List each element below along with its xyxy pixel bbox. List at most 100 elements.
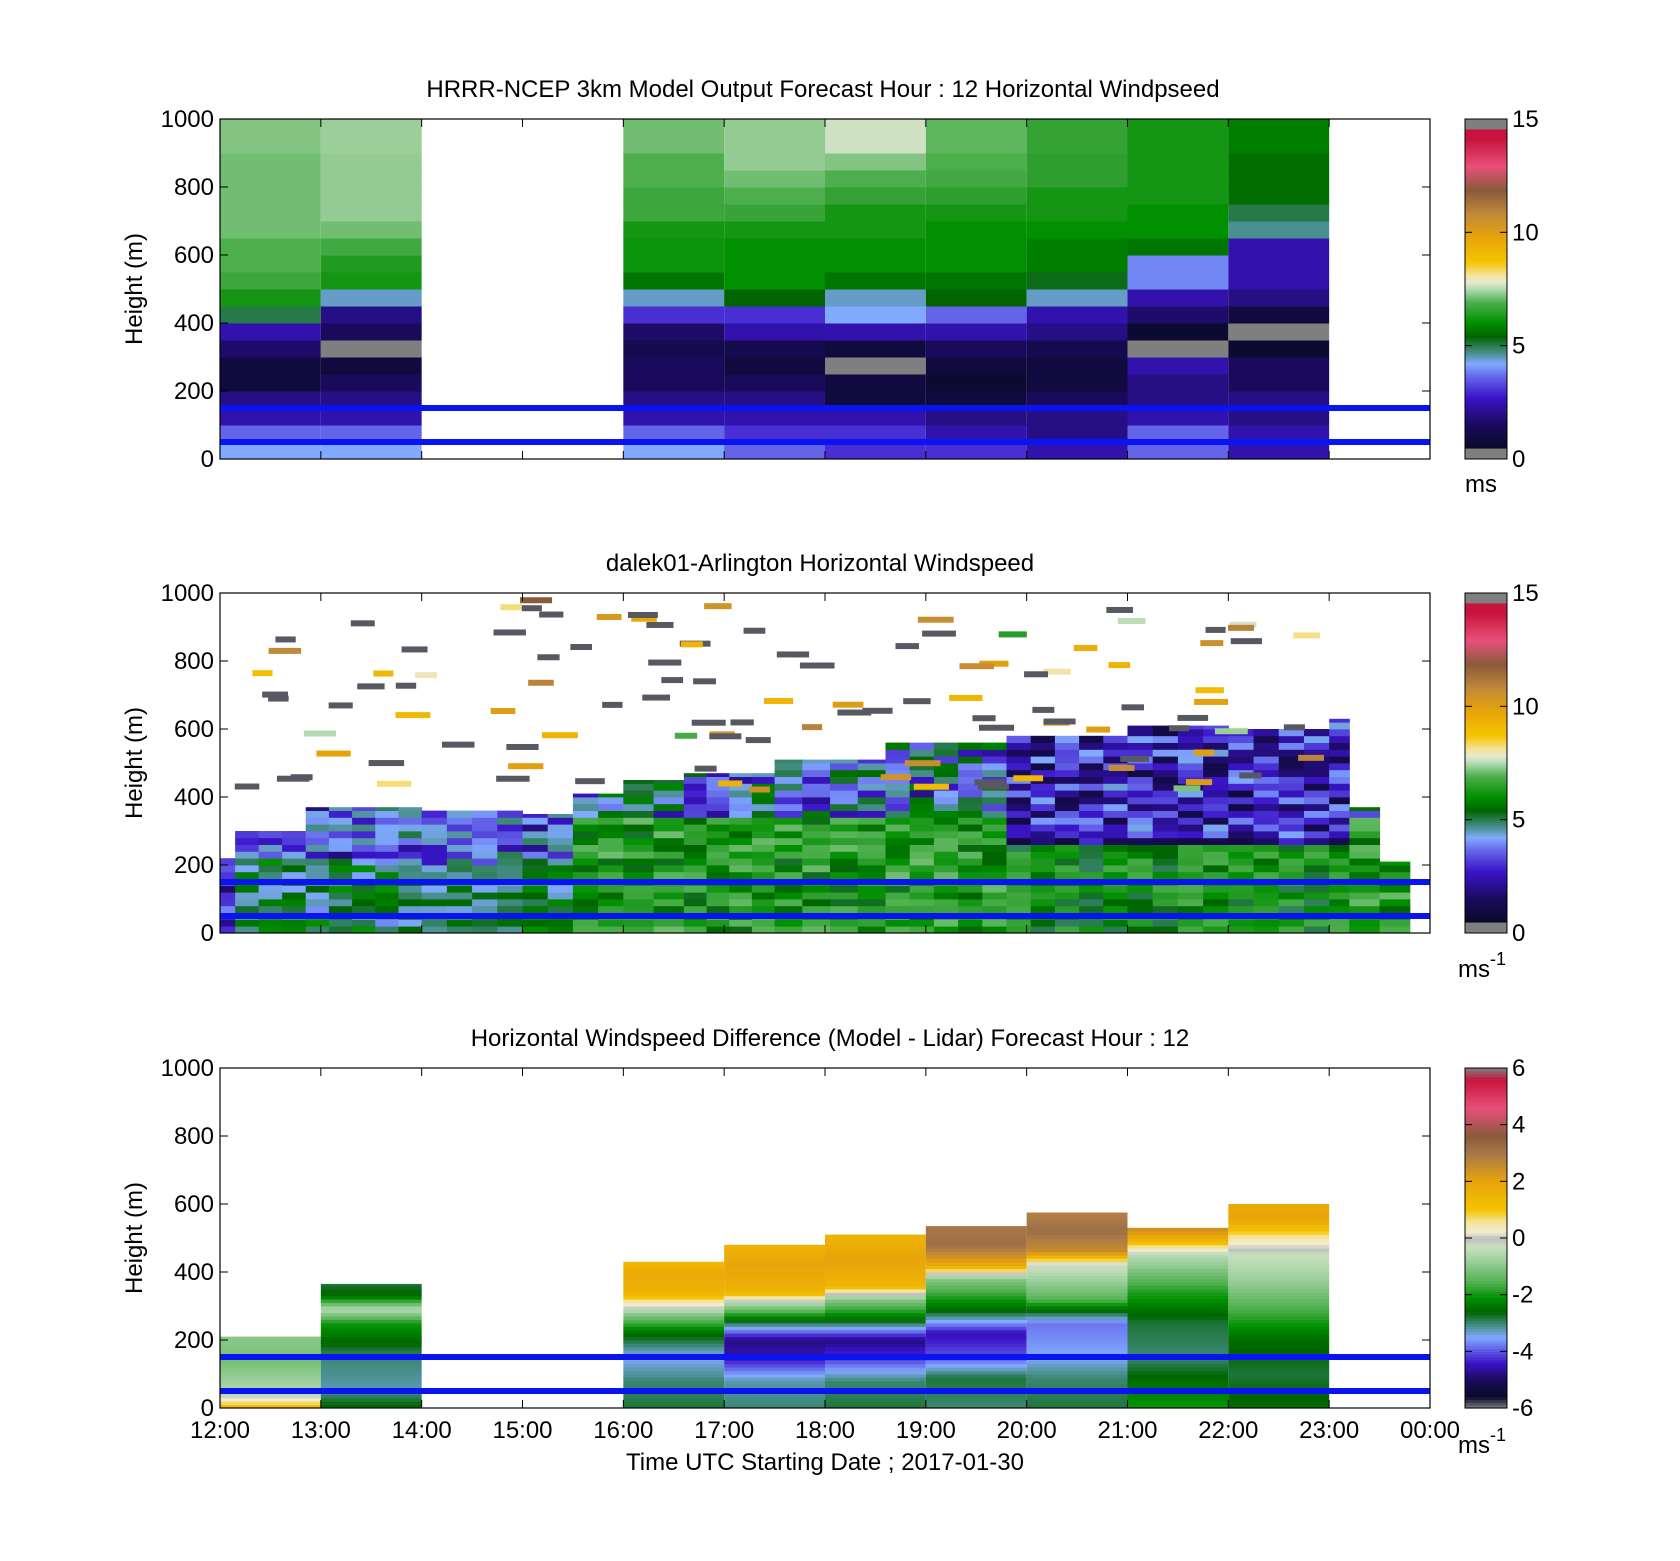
heatmap-cell	[825, 1272, 926, 1276]
heatmap-cell	[1228, 817, 1255, 825]
heatmap-cell	[830, 763, 859, 771]
heatmap-cell	[421, 892, 448, 900]
heatmap-cell	[653, 905, 685, 913]
heatmap-cell	[653, 892, 685, 900]
heatmap-cell	[623, 1312, 725, 1317]
heatmap-cell	[1026, 136, 1128, 154]
heatmap-cell	[1303, 742, 1330, 750]
heatmap-cell	[497, 905, 523, 913]
heatmap-cell	[1303, 885, 1330, 893]
heatmap-cell	[446, 810, 473, 818]
heatmap-cell	[925, 272, 1027, 290]
heatmap-cell	[857, 810, 886, 818]
heatmap-cell	[706, 797, 730, 805]
heatmap-cell	[724, 272, 825, 290]
heatmap-cell	[1127, 742, 1154, 750]
heatmap-cell	[830, 790, 859, 798]
heatmap-cell	[320, 1363, 422, 1368]
heatmap-cell	[706, 851, 730, 859]
heatmap-cell	[1127, 1275, 1229, 1280]
heatmap-cell	[220, 221, 321, 239]
heatmap-cell	[1127, 1292, 1229, 1297]
heatmap-cell	[1006, 892, 1032, 900]
heatmap-cell	[1079, 892, 1104, 900]
heatmap-cell	[830, 844, 859, 852]
heatmap-cell	[1228, 238, 1330, 256]
heatmap-cell	[1127, 871, 1154, 879]
heatmap-cell	[925, 408, 1027, 426]
heatmap-cell	[724, 1255, 825, 1259]
heatmap-cell	[1006, 871, 1032, 879]
heatmap-cell	[598, 810, 624, 818]
heatmap-cell	[909, 871, 935, 879]
heatmap-cell	[825, 1323, 926, 1327]
heatmap-cell	[522, 837, 549, 845]
heatmap-cell	[446, 899, 473, 907]
colorbar-band	[1465, 1212, 1507, 1216]
heatmap-cell	[572, 851, 599, 859]
heatmap-cell	[472, 837, 498, 845]
colorbar-band	[1465, 1340, 1507, 1344]
heatmap-cell	[1026, 204, 1128, 222]
heatmap-cell	[751, 919, 776, 927]
heatmap-cell	[1120, 755, 1150, 762]
heatmap-cell	[220, 865, 236, 873]
heatmap-cell	[1152, 803, 1179, 811]
heatmap-cell	[1127, 892, 1154, 900]
heatmap-cell	[220, 885, 236, 893]
heatmap-cell	[1127, 1401, 1229, 1405]
colorbar-band	[1465, 1405, 1507, 1409]
heatmap-cell	[220, 871, 236, 879]
heatmap-cell	[1054, 899, 1080, 907]
heatmap-cell	[1329, 844, 1350, 852]
heatmap-cell	[958, 899, 983, 907]
heatmap-cell	[774, 797, 803, 805]
heatmap-cell	[623, 1295, 725, 1300]
heatmap-cell	[1228, 255, 1330, 273]
heatmap-cell	[1079, 817, 1104, 825]
heatmap-cell	[724, 1370, 825, 1375]
heatmap-cell	[825, 1326, 926, 1331]
heatmap-cell	[958, 763, 983, 771]
heatmap-cell	[1203, 824, 1229, 832]
heatmap-cell	[1329, 769, 1350, 777]
heatmap-cell	[683, 803, 708, 811]
heatmap-cell	[220, 1363, 321, 1368]
heatmap-cell	[683, 865, 708, 873]
heatmap-cell	[1006, 763, 1032, 771]
heatmap-cell	[925, 1302, 1027, 1307]
heatmap-cell	[328, 919, 353, 927]
colorbar-band	[1465, 1396, 1507, 1401]
heatmap-cell	[1127, 1404, 1229, 1409]
heatmap-cell	[724, 391, 825, 409]
heatmap-cell	[653, 817, 685, 825]
heatmap-cell	[623, 1346, 725, 1351]
heatmap-cell	[751, 858, 776, 866]
heatmap-cell	[1329, 810, 1350, 818]
colorbar-band	[1465, 1232, 1507, 1236]
colorbar-tick-label: 6	[1512, 1055, 1525, 1082]
heatmap-cell	[1329, 790, 1350, 798]
heatmap-cell	[328, 865, 353, 873]
heatmap-cell	[885, 851, 911, 859]
heatmap-cell	[1054, 905, 1080, 913]
heatmap-cell	[982, 919, 1007, 927]
heatmap-cell	[1329, 858, 1350, 866]
heatmap-cell	[235, 851, 260, 859]
heatmap-cell	[1329, 851, 1350, 859]
heatmap-cell	[320, 1283, 422, 1286]
heatmap-cell	[1303, 905, 1330, 913]
heatmap-cell	[1228, 1343, 1330, 1348]
heatmap-cell	[885, 783, 911, 791]
heatmap-cell	[1228, 306, 1330, 324]
heatmap-cell	[1229, 621, 1257, 628]
heatmap-cell	[1278, 756, 1305, 764]
heatmap-cell	[925, 323, 1027, 341]
heatmap-cell	[925, 1309, 1027, 1314]
heatmap-cell	[1228, 919, 1255, 927]
heatmap-cell	[751, 926, 776, 934]
heatmap-cell	[1303, 865, 1330, 873]
colorbar-band	[1465, 1223, 1507, 1228]
heatmap-cell	[1024, 671, 1049, 678]
